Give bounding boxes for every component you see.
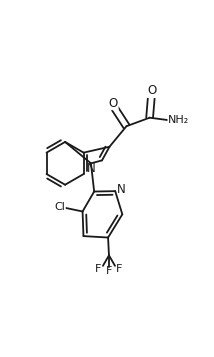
Text: F: F — [106, 266, 112, 276]
Text: O: O — [147, 85, 157, 97]
Text: N: N — [87, 162, 96, 175]
Text: N: N — [117, 183, 125, 196]
Text: F: F — [116, 263, 123, 273]
Text: F: F — [95, 263, 102, 273]
Text: Cl: Cl — [54, 202, 65, 212]
Text: O: O — [109, 96, 118, 110]
Text: NH₂: NH₂ — [168, 115, 189, 125]
